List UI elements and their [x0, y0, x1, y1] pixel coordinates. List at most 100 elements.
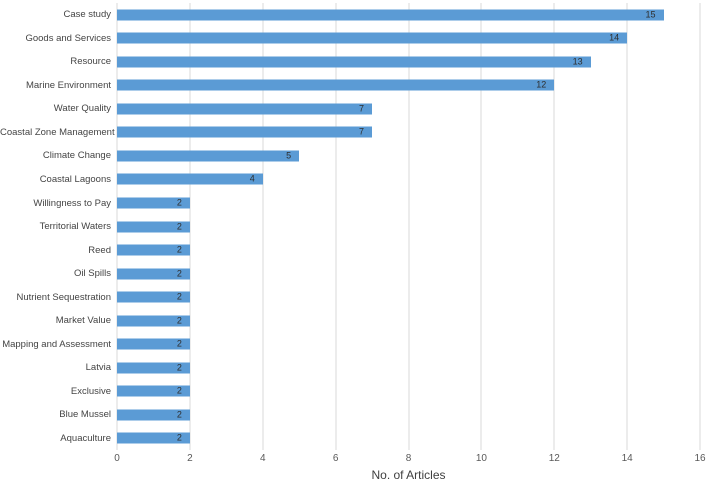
bar-value-label: 4 [249, 173, 255, 184]
category-label: Blue Mussel [59, 409, 111, 421]
bar-row: Nutrient Sequestration 2 [0, 285, 700, 309]
bar: 2 [117, 268, 190, 280]
category-label: Exclusive [70, 385, 111, 397]
category-label: Coastal Zone Management [0, 126, 115, 138]
bar-track: 2 [117, 427, 700, 451]
bar-row: Marine Environment 12 [0, 74, 700, 98]
bar-value-label: 14 [609, 32, 620, 43]
category-label: Case study [63, 9, 111, 21]
category-label: Marine Environment [25, 79, 111, 91]
bar: 2 [117, 221, 190, 233]
bar-row: Oil Spills 2 [0, 262, 700, 286]
bar-value-label: 2 [176, 315, 182, 326]
x-tick-label: 2 [187, 453, 193, 464]
bar-value-label: 15 [645, 9, 656, 20]
bar: 2 [117, 409, 190, 421]
gridline [553, 3, 555, 450]
bar-row: Coastal Zone Management 7 [0, 121, 700, 145]
gridline [189, 3, 191, 450]
bar: 2 [117, 338, 190, 350]
bar-row: Aquaculture 2 [0, 427, 700, 451]
gridline [626, 3, 628, 450]
bar-track: 2 [117, 309, 700, 333]
bar-value-label: 2 [176, 197, 182, 208]
bar: 2 [117, 385, 190, 397]
bar-value-label: 2 [176, 338, 182, 349]
bar-track: 4 [117, 168, 700, 192]
category-label: Mapping and Assessment [2, 338, 111, 350]
bar-track: 2 [117, 215, 700, 239]
bar: 5 [117, 150, 300, 162]
category-label: Water Quality [53, 103, 111, 115]
bar: 2 [117, 197, 190, 209]
bar-value-label: 2 [176, 409, 182, 420]
bar-track: 2 [117, 262, 700, 286]
bar-value-label: 2 [176, 432, 182, 443]
category-label: Market Value [55, 315, 111, 327]
x-tick-label: 6 [332, 453, 339, 464]
x-axis-ticks: 0 2 4 6 8 10 12 14 16 [114, 453, 705, 467]
bar-value-label: 13 [572, 56, 583, 67]
bar-value-label: 2 [176, 385, 182, 396]
bar-track: 2 [117, 332, 700, 356]
x-tick-label: 14 [621, 453, 633, 464]
gridline [262, 3, 264, 450]
category-label: Territorial Waters [39, 221, 111, 233]
x-axis-title: No. of Articles [371, 468, 446, 482]
bar-track: 2 [117, 238, 700, 262]
bar-track: 2 [117, 380, 700, 404]
bar-track: 5 [117, 144, 700, 168]
category-label: Goods and Services [25, 32, 111, 44]
bar-row: Resource 13 [0, 50, 700, 74]
gridline [408, 3, 409, 450]
bar-track: 7 [117, 97, 700, 121]
gridline [699, 3, 701, 450]
bar: 12 [117, 79, 555, 91]
x-tick-label: 12 [548, 453, 560, 464]
bar-track: 7 [117, 121, 700, 145]
x-tick-label: 4 [259, 453, 266, 464]
bar-value-label: 2 [176, 244, 182, 255]
bar-row: Mapping and Assessment 2 [0, 332, 700, 356]
bar-value-label: 2 [176, 268, 182, 279]
bar-value-label: 7 [359, 103, 365, 114]
category-label: Aquaculture [60, 432, 111, 444]
bar-track: 12 [117, 74, 700, 98]
category-label: Reed [88, 244, 111, 256]
category-label: Willingness to Pay [33, 197, 111, 209]
bar: 4 [117, 173, 263, 185]
bar-value-label: 7 [359, 126, 365, 137]
bar: 15 [117, 9, 664, 21]
bar-row: Territorial Waters 2 [0, 215, 700, 239]
bar-rows: Case study 15 Goods and Services 14 Resource… [0, 3, 700, 450]
bar-row: Willingness to Pay 2 [0, 191, 700, 215]
bar-track: 2 [117, 356, 700, 380]
category-label: Climate Change [42, 150, 111, 162]
bar: 2 [117, 315, 190, 327]
bar: 13 [117, 56, 591, 68]
bar-track: 2 [117, 403, 700, 427]
gridline [335, 3, 337, 450]
bar-row: Latvia 2 [0, 356, 700, 380]
bar-row: Blue Mussel 2 [0, 403, 700, 427]
category-label: Latvia [85, 362, 111, 374]
category-label: Coastal Lagoons [39, 173, 111, 185]
bar: 7 [117, 126, 373, 138]
bar: 2 [117, 244, 190, 256]
bar-row: Coastal Lagoons 4 [0, 168, 700, 192]
bar: 7 [117, 103, 373, 115]
bar-row: Exclusive 2 [0, 380, 700, 404]
category-label: Nutrient Sequestration [16, 291, 111, 303]
bar-value-label: 12 [536, 79, 547, 90]
bar-track: 2 [117, 285, 700, 309]
category-label: Resource [70, 56, 111, 68]
category-label: Oil Spills [74, 268, 111, 280]
bar-track: 15 [117, 3, 700, 27]
bar-row: Reed 2 [0, 238, 700, 262]
bar: 2 [117, 432, 190, 444]
bar-value-label: 2 [176, 291, 182, 302]
bar-row: Case study 15 [0, 3, 700, 27]
bar-track: 2 [117, 191, 700, 215]
gridline [480, 3, 482, 450]
